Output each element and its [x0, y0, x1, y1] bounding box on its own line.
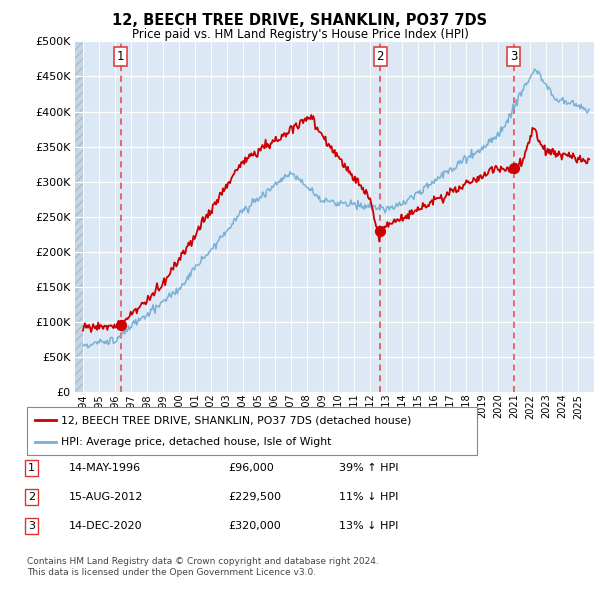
- Point: [509, 163, 518, 172]
- Text: 13% ↓ HPI: 13% ↓ HPI: [339, 522, 398, 531]
- Text: 14-DEC-2020: 14-DEC-2020: [69, 522, 143, 531]
- Bar: [75, 41, 83, 392]
- Text: 1: 1: [117, 50, 125, 63]
- Text: 12, BEECH TREE DRIVE, SHANKLIN, PO37 7DS: 12, BEECH TREE DRIVE, SHANKLIN, PO37 7DS: [112, 13, 488, 28]
- Text: 2: 2: [377, 50, 384, 63]
- Text: 15-AUG-2012: 15-AUG-2012: [69, 492, 143, 502]
- Text: 12, BEECH TREE DRIVE, SHANKLIN, PO37 7DS (detached house): 12, BEECH TREE DRIVE, SHANKLIN, PO37 7DS…: [61, 415, 411, 425]
- Point: [116, 320, 125, 330]
- Text: 3: 3: [510, 50, 517, 63]
- Text: Contains HM Land Registry data © Crown copyright and database right 2024.: Contains HM Land Registry data © Crown c…: [27, 558, 379, 566]
- Text: This data is licensed under the Open Government Licence v3.0.: This data is licensed under the Open Gov…: [27, 568, 316, 577]
- Text: 1: 1: [28, 463, 35, 473]
- Point: [376, 227, 385, 236]
- FancyBboxPatch shape: [27, 407, 477, 455]
- Text: 11% ↓ HPI: 11% ↓ HPI: [339, 492, 398, 502]
- Text: 14-MAY-1996: 14-MAY-1996: [69, 463, 141, 473]
- Text: HPI: Average price, detached house, Isle of Wight: HPI: Average price, detached house, Isle…: [61, 437, 331, 447]
- Text: 2: 2: [28, 492, 35, 502]
- Text: £96,000: £96,000: [228, 463, 274, 473]
- Text: Price paid vs. HM Land Registry's House Price Index (HPI): Price paid vs. HM Land Registry's House …: [131, 28, 469, 41]
- Text: £320,000: £320,000: [228, 522, 281, 531]
- Text: 3: 3: [28, 522, 35, 531]
- Text: £229,500: £229,500: [228, 492, 281, 502]
- Text: 39% ↑ HPI: 39% ↑ HPI: [339, 463, 398, 473]
